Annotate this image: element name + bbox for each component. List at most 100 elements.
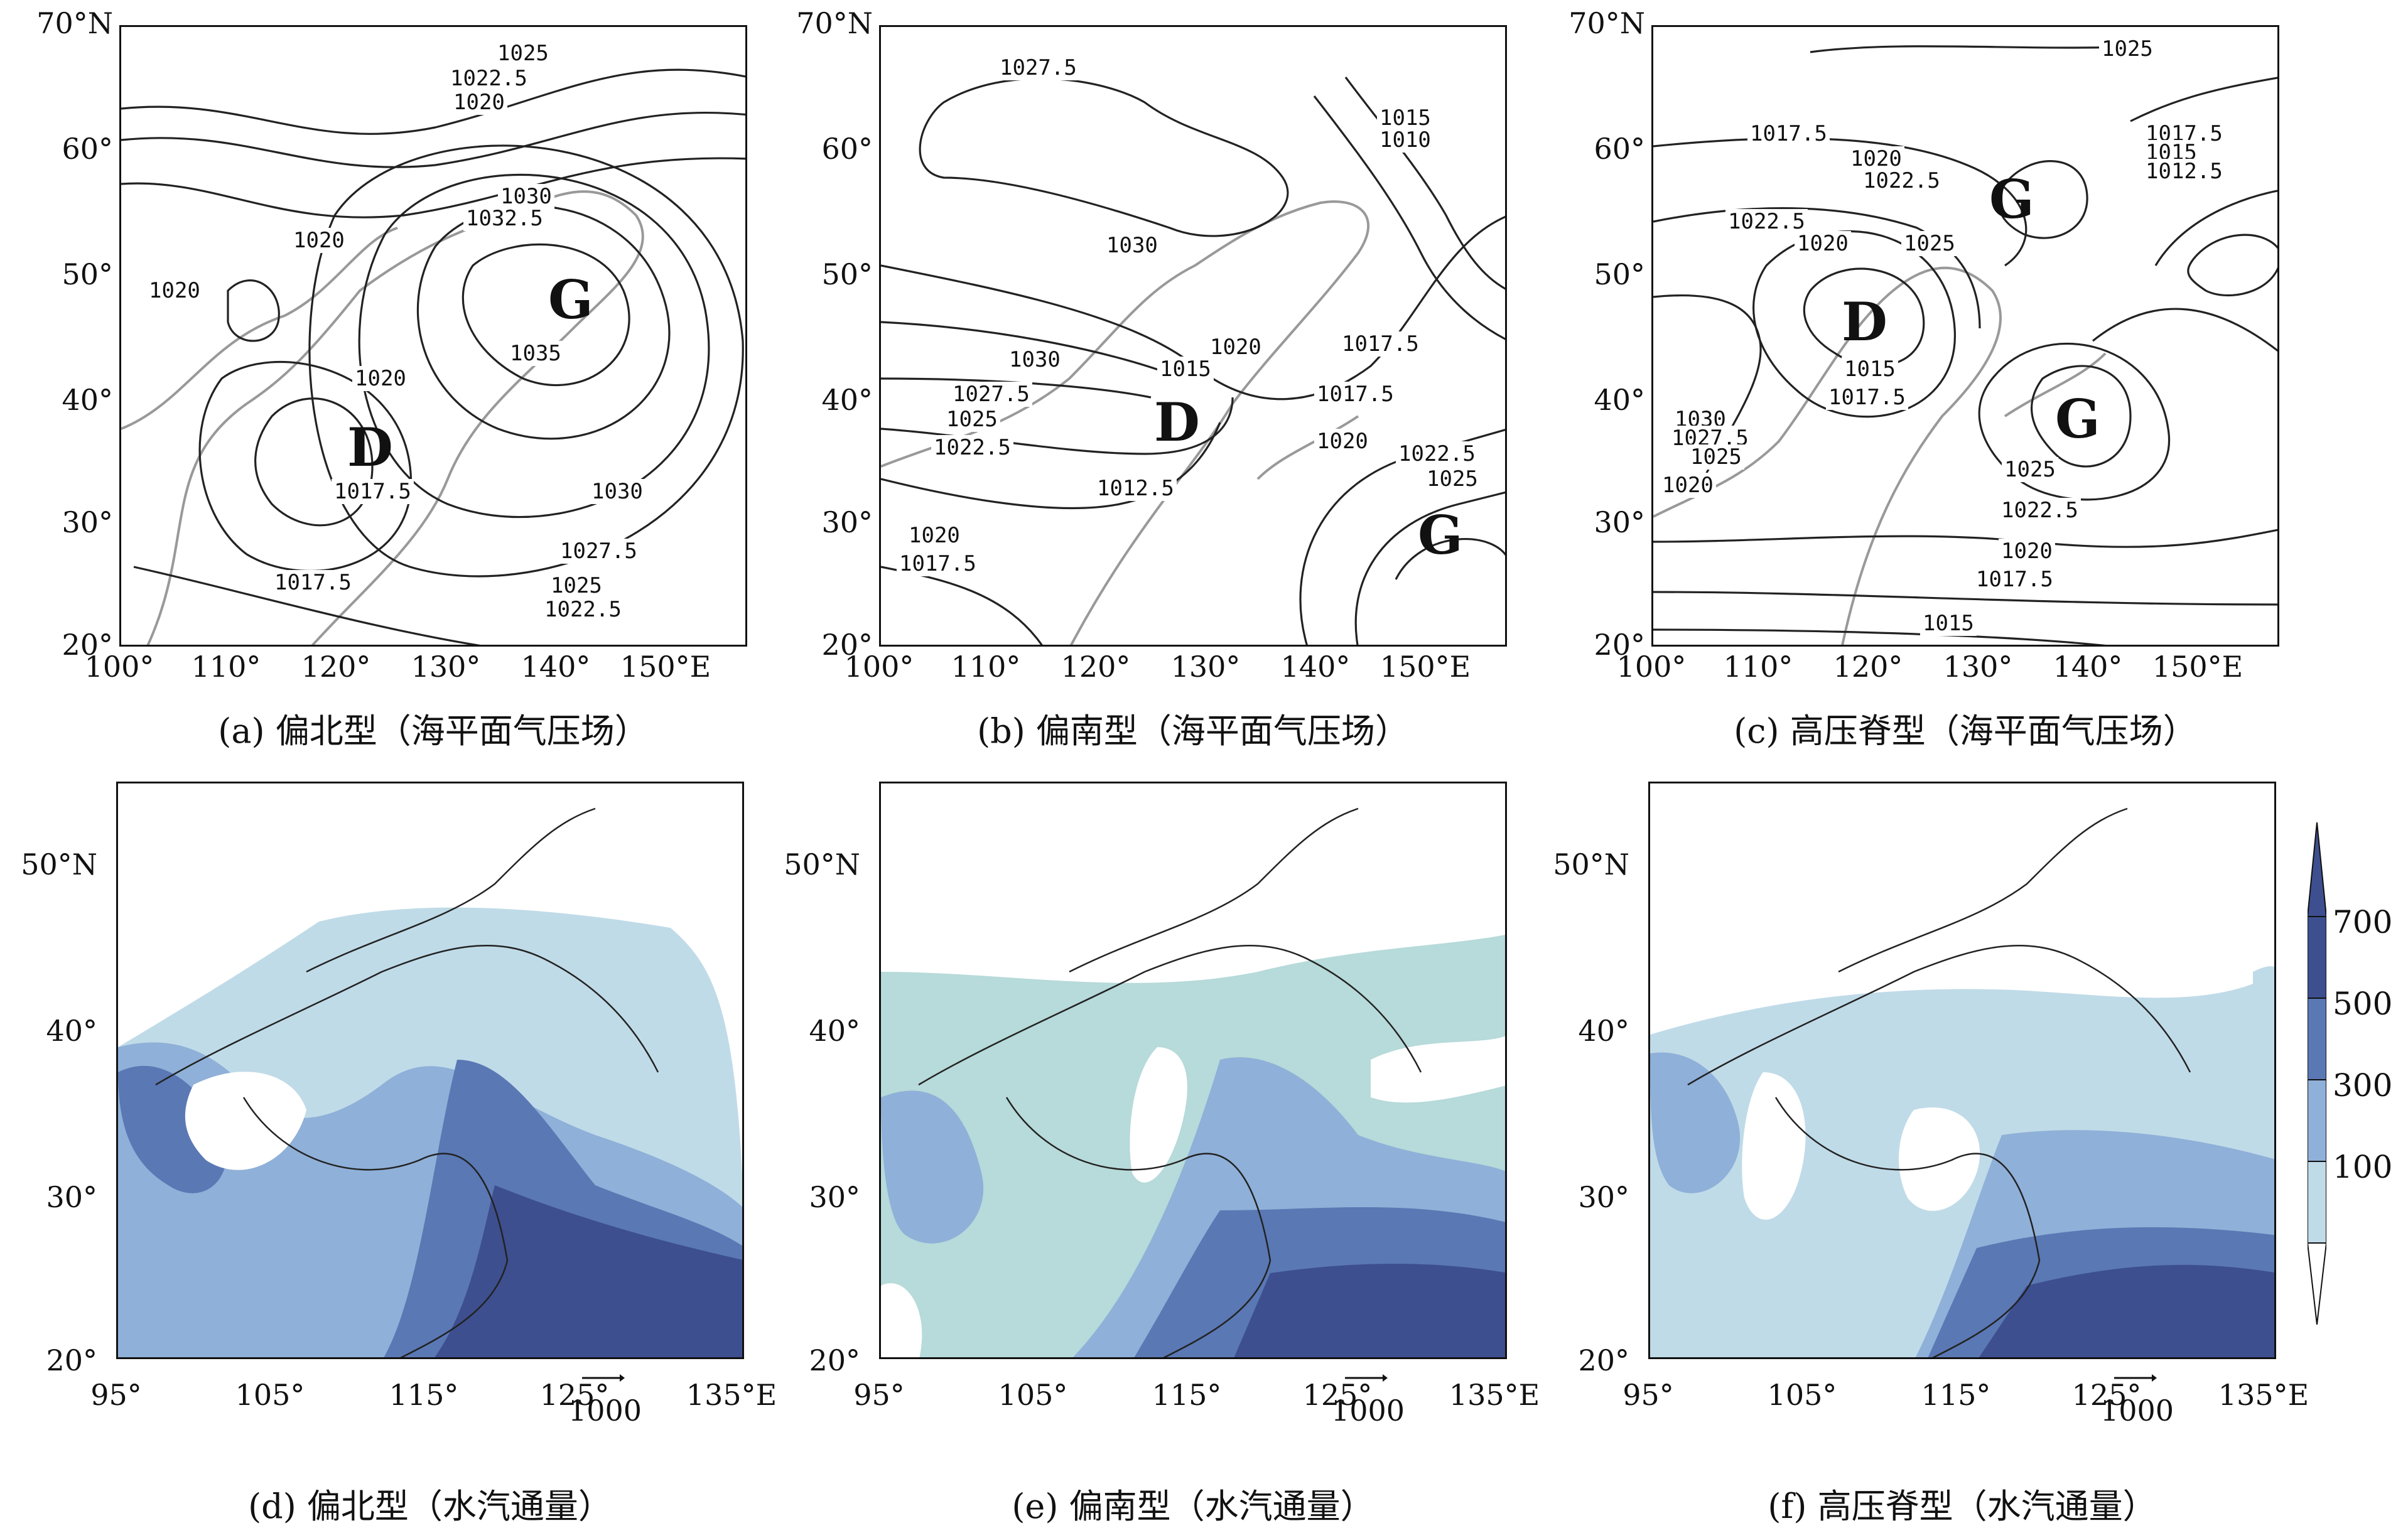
y-tick: 40° <box>809 1014 860 1048</box>
contour-label: 1030 <box>589 479 645 504</box>
x-tick: 125° <box>539 1378 610 1412</box>
x-tick: 130° <box>1170 650 1241 684</box>
x-tick: 100° <box>1616 650 1687 684</box>
contour-label: 1025 <box>944 407 1000 432</box>
y-tick: 30° <box>62 505 113 539</box>
low-pressure-marker: D <box>1842 291 1887 353</box>
contour-label: 1030 <box>1007 347 1063 372</box>
y-tick: 40° <box>46 1014 97 1048</box>
contour-label: 1017.5 <box>1973 567 2056 592</box>
contour-label: 1012.5 <box>1094 476 1177 501</box>
x-tick: 140° <box>2053 650 2123 684</box>
y-tick: 30° <box>809 1180 860 1214</box>
contour-label: 1020 <box>146 278 203 303</box>
contour-label: 1022.5 <box>931 435 1013 460</box>
y-tick: 50° <box>821 257 873 291</box>
reference-vector-label: 1000 <box>568 1394 642 1428</box>
x-tick: 135°E <box>1449 1378 1540 1412</box>
y-tick: 60° <box>821 132 873 166</box>
high-pressure-marker: G <box>2055 388 2100 450</box>
vapor-flux-map-e <box>879 782 1507 1359</box>
x-tick: 115° <box>389 1378 459 1412</box>
x-tick: 150°E <box>620 650 711 684</box>
contour-label: 1017.5 <box>1826 385 1908 410</box>
x-tick: 130° <box>1943 650 2013 684</box>
caption-b: (b) 偏南型（海平面气压场） <box>977 711 1409 751</box>
coastline-b <box>881 200 1370 645</box>
caption-f: (f) 高压脊型（水汽通量） <box>1768 1487 2157 1526</box>
colorbar-top-arrow <box>2308 822 2326 917</box>
vapor-fill-e <box>881 807 1505 1357</box>
high-pressure-marker: G <box>548 269 593 331</box>
y-tick: 30° <box>1578 1180 1629 1214</box>
contour-label: 1020 <box>1848 146 1904 171</box>
y-tick: 30° <box>1594 505 1645 539</box>
contour-label: 1035 <box>507 341 564 366</box>
y-tick: 20° <box>1594 628 1645 662</box>
contour-label: 1022.5 <box>448 66 530 91</box>
x-tick: 115° <box>1152 1378 1222 1412</box>
contour-label: 1025 <box>2002 457 2058 482</box>
contour-label: 1027.5 <box>997 55 1079 80</box>
contour-label: 1017.5 <box>272 570 354 595</box>
caption-a: (a) 偏北型（海平面气压场） <box>218 711 649 751</box>
contour-label: 1022.5 <box>1396 441 1478 466</box>
pressure-map-a: 1025 1022.5 1020 1020 1020 1030 1032.5 1… <box>119 25 747 647</box>
reference-vector-label: 1000 <box>1331 1394 1405 1428</box>
x-tick: 120° <box>1833 650 1903 684</box>
x-tick: 120° <box>301 650 371 684</box>
y-tick: 40° <box>821 383 873 417</box>
x-tick: 120° <box>1061 650 1131 684</box>
x-tick: 110° <box>191 650 261 684</box>
contour-label: 1020 <box>1207 335 1264 360</box>
isobars-a <box>121 68 745 645</box>
contour-label: 1010 <box>1377 127 1433 153</box>
x-tick: 130° <box>411 650 481 684</box>
x-tick: 125° <box>2071 1378 2142 1412</box>
colorbar-swatches <box>2308 822 2326 1325</box>
colorbar-label: 100 <box>2333 1149 2393 1185</box>
x-tick: 105° <box>235 1378 305 1412</box>
y-tick: 40° <box>1578 1014 1629 1048</box>
y-tick: 40° <box>62 383 113 417</box>
high-pressure-marker: G <box>1989 168 2034 230</box>
x-tick: 115° <box>1921 1378 1991 1412</box>
contour-label: 1017.5 <box>1339 331 1422 357</box>
x-tick: 110° <box>951 650 1021 684</box>
contour-label: 1030 <box>498 184 554 209</box>
y-tick: 50°N <box>1553 847 1629 881</box>
contour-label: 1025 <box>495 41 551 66</box>
contour-label: 1022.5 <box>542 597 624 622</box>
y-tick: 50°N <box>21 847 97 881</box>
x-tick: 100° <box>84 650 154 684</box>
contour-label: 1020 <box>291 228 347 253</box>
x-tick: 135°E <box>2218 1378 2309 1412</box>
x-tick: 95° <box>853 1378 905 1412</box>
x-tick: 105° <box>1767 1378 1837 1412</box>
contour-label: 1015 <box>1920 611 1977 636</box>
y-tick: 30° <box>821 505 873 539</box>
y-tick: 30° <box>46 1180 97 1214</box>
contour-label: 1027.5 <box>558 539 640 564</box>
contour-label: 1022.5 <box>1860 168 1943 193</box>
contour-label: 1020 <box>352 366 409 391</box>
boundaries-d <box>155 807 659 1357</box>
y-tick: 20° <box>62 628 113 662</box>
vapor-flux-map-d <box>116 782 744 1359</box>
x-tick: 110° <box>1723 650 1793 684</box>
contour-label: 1020 <box>451 90 507 115</box>
vapor-fill-f <box>1650 807 2274 1357</box>
boundaries-f <box>1687 807 2191 1357</box>
x-tick: 150°E <box>1379 650 1471 684</box>
vapor-flux-map-f <box>1648 782 2276 1359</box>
boundaries-e <box>918 807 1422 1357</box>
contour-label: 1025 <box>1688 444 1744 470</box>
contour-label: 1030 <box>1104 233 1160 258</box>
contour-label: 1025 <box>1901 231 1958 256</box>
caption-c: (c) 高压脊型（海平面气压场） <box>1734 711 2197 751</box>
isobar-lines-c <box>1653 45 2277 645</box>
contour-label: 1020 <box>1999 539 2055 564</box>
contour-label: 1017.5 <box>332 479 414 504</box>
colorbar-swatch <box>2308 1079 2326 1162</box>
colorbar-label: 300 <box>2333 1067 2393 1104</box>
